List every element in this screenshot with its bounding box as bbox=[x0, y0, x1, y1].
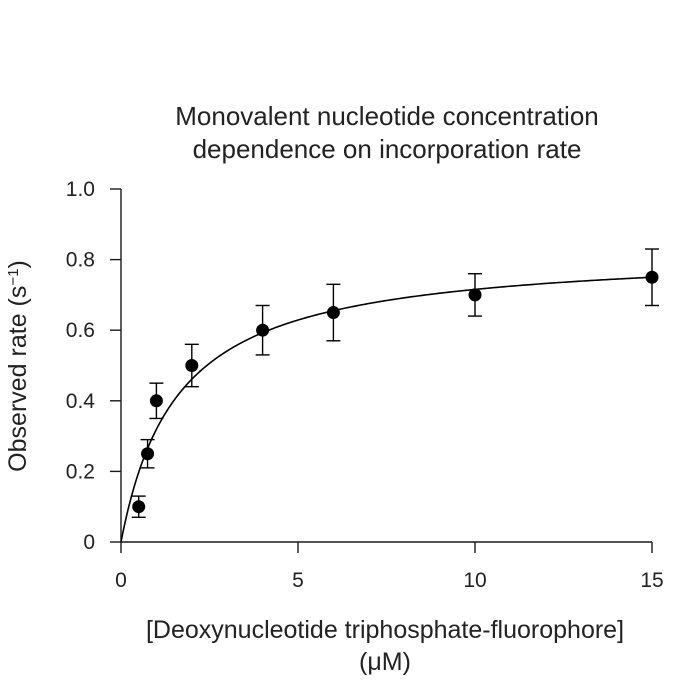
y-axis-label-superscript: −1 bbox=[5, 269, 22, 286]
x-tick-label: 15 bbox=[640, 569, 663, 592]
x-axis-label-line-1: [Deoxynucleotide triphosphate-fluorophor… bbox=[146, 616, 624, 644]
y-axis-label: Observed rate (s−1) bbox=[4, 260, 32, 472]
y-axis-label-main: Observed rate (s bbox=[4, 286, 32, 472]
y-tick-label: 0.2 bbox=[66, 460, 95, 483]
data-point bbox=[326, 306, 340, 320]
data-point bbox=[468, 288, 482, 302]
data-point bbox=[132, 500, 146, 514]
y-tick-label: 0.6 bbox=[66, 319, 95, 342]
chart-title-line-2: dependence on incorporation rate bbox=[193, 134, 582, 164]
chart-title-line-1: Monovalent nucleotide concentration bbox=[175, 101, 599, 131]
x-tick-label: 10 bbox=[463, 569, 486, 592]
x-tick-label: 5 bbox=[292, 569, 304, 592]
data-point bbox=[141, 447, 155, 461]
y-tick-label: 0 bbox=[83, 531, 95, 554]
x-tick-label: 0 bbox=[115, 569, 127, 592]
y-axis-label-close: ) bbox=[4, 260, 32, 268]
plot-area: 0 0.2 0.4 0.6 0.8 1.0 0 5 10 15 bbox=[66, 178, 664, 592]
y-tick-label: 1.0 bbox=[66, 178, 95, 201]
data-point bbox=[149, 394, 163, 408]
x-axis-label-line-2: (μM) bbox=[359, 648, 411, 676]
data-point bbox=[185, 359, 199, 372]
fit-curve bbox=[120, 276, 653, 543]
data-point bbox=[645, 270, 659, 284]
y-tick-label: 0.4 bbox=[66, 390, 96, 413]
data-point bbox=[256, 323, 270, 337]
y-tick-label: 0.8 bbox=[66, 249, 95, 272]
